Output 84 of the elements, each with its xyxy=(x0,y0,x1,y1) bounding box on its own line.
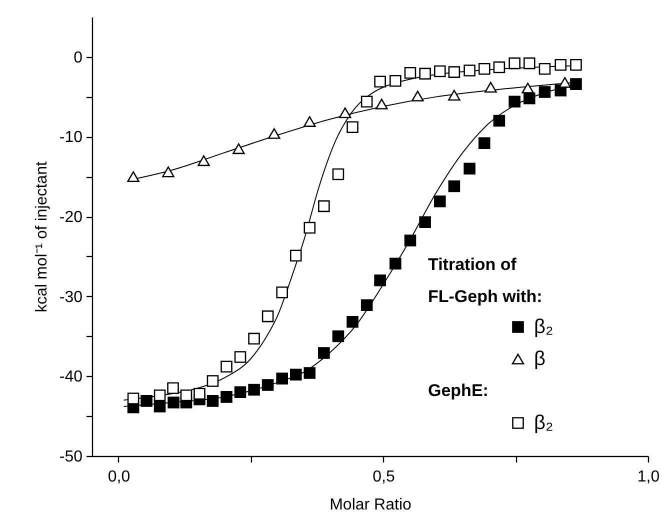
point xyxy=(220,391,232,403)
point xyxy=(180,389,192,402)
point xyxy=(448,90,460,101)
point xyxy=(318,347,330,359)
point xyxy=(523,57,536,70)
y-tick-label: -30 xyxy=(59,288,83,306)
point xyxy=(522,82,534,94)
point xyxy=(206,395,219,407)
point xyxy=(554,58,567,71)
point xyxy=(290,250,302,262)
point xyxy=(232,143,245,154)
point xyxy=(318,200,330,212)
point xyxy=(276,372,288,384)
point xyxy=(374,76,386,88)
point xyxy=(538,62,551,75)
point xyxy=(570,78,582,90)
point xyxy=(198,155,210,166)
point xyxy=(464,64,476,76)
y-tick-label: 0 xyxy=(74,49,83,66)
y-tick-label: -10 xyxy=(59,129,83,146)
point xyxy=(558,77,571,88)
point xyxy=(304,116,316,127)
x-tick-label: 0,0 xyxy=(108,468,130,486)
point xyxy=(332,330,344,342)
point xyxy=(478,62,490,75)
point xyxy=(220,360,232,372)
point xyxy=(346,121,358,134)
point xyxy=(154,389,166,402)
y-tick-label: -40 xyxy=(59,368,83,386)
point xyxy=(162,166,174,178)
point xyxy=(332,168,344,180)
point xyxy=(360,96,373,108)
point xyxy=(570,58,582,71)
point xyxy=(168,396,180,408)
legend-title: Titration of FL-Geph with: xyxy=(428,255,542,306)
point xyxy=(448,180,460,192)
point xyxy=(508,57,520,70)
point xyxy=(338,107,352,118)
point xyxy=(404,234,416,246)
point xyxy=(493,114,506,127)
point xyxy=(484,82,497,93)
point xyxy=(234,351,246,363)
point xyxy=(493,61,506,74)
point xyxy=(206,375,219,387)
legend-label: β xyxy=(534,348,546,370)
y-tick-label: -20 xyxy=(59,209,83,226)
point xyxy=(360,299,373,312)
point xyxy=(290,368,302,380)
point xyxy=(478,137,490,150)
point xyxy=(508,96,520,108)
point xyxy=(390,74,402,87)
point xyxy=(167,382,179,394)
point xyxy=(376,98,388,110)
point xyxy=(127,392,140,404)
point xyxy=(262,379,274,391)
legend-label: β₂ xyxy=(534,412,554,434)
point xyxy=(248,384,260,396)
point xyxy=(346,316,358,328)
point xyxy=(127,171,140,182)
point xyxy=(374,274,386,286)
point xyxy=(268,128,280,139)
point xyxy=(419,216,431,228)
legend-label: β₂ xyxy=(534,316,554,338)
point xyxy=(276,286,288,298)
point xyxy=(434,195,446,208)
x-tick-label: 0,5 xyxy=(372,468,395,486)
point xyxy=(390,258,402,270)
point xyxy=(412,90,424,102)
point xyxy=(404,66,416,79)
point xyxy=(248,332,260,345)
y-axis-title: kcal mol⁻¹ of injectant xyxy=(33,161,50,312)
x-tick-label: 1,0 xyxy=(637,468,660,486)
y-tick-label: -50 xyxy=(59,448,83,466)
point xyxy=(448,66,460,78)
point xyxy=(262,310,274,322)
point xyxy=(194,388,206,400)
point xyxy=(419,68,431,80)
point xyxy=(304,367,316,379)
point xyxy=(304,222,316,234)
annotation: GephE: xyxy=(428,381,488,400)
point xyxy=(464,162,476,175)
x-axis-title: Molar Ratio xyxy=(330,496,412,514)
point xyxy=(434,65,446,78)
point xyxy=(538,86,551,98)
